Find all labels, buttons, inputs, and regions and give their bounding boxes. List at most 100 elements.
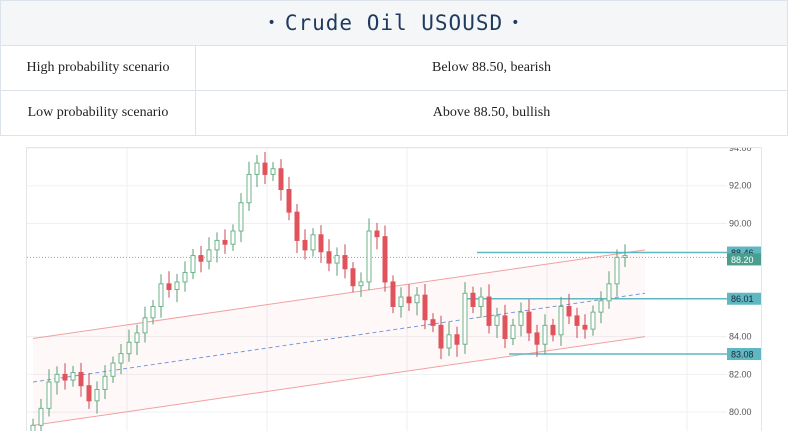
scenario-table: High probability scenario Below 88.50, b…	[0, 45, 788, 136]
candle-body	[286, 189, 292, 213]
candle-body	[142, 317, 148, 334]
candle-body	[558, 305, 564, 336]
candle-body	[54, 373, 60, 383]
candle-body	[494, 315, 500, 326]
candle-body	[150, 305, 156, 319]
candle-body	[446, 334, 452, 349]
candle-body	[86, 385, 92, 402]
candle-body	[254, 162, 260, 175]
candle-body	[526, 311, 532, 334]
level-tag	[727, 292, 761, 305]
candle-body	[390, 281, 396, 307]
candle-body	[126, 341, 132, 355]
level-tag-label: 86.01	[731, 294, 754, 304]
scenario-value: Above 88.50, bullish	[195, 90, 788, 136]
candle-body	[118, 353, 124, 364]
candle-body	[222, 239, 228, 245]
candle-body	[334, 255, 340, 264]
candle-body	[502, 315, 508, 340]
candle-body	[478, 296, 484, 307]
candle-body	[422, 294, 428, 321]
candle-body	[398, 296, 404, 307]
scenario-row-high: High probability scenario Below 88.50, b…	[0, 45, 788, 91]
candle-body	[414, 294, 420, 304]
scenario-label: High probability scenario	[0, 45, 196, 91]
candle-body	[94, 388, 100, 402]
level-tag	[727, 348, 761, 361]
candle-body	[278, 168, 284, 191]
candle-body	[542, 324, 548, 345]
candle-body	[46, 381, 52, 409]
candle-body	[238, 202, 244, 232]
candle-body	[518, 311, 524, 326]
candle-body	[70, 372, 76, 381]
candle-body	[470, 292, 476, 307]
chart-svg: 94.00 92.00 90.00 84.00 82.00 80.00 88.46 86.01…	[27, 148, 761, 431]
y-tick-label: 80.00	[729, 407, 752, 417]
candle-body	[366, 230, 372, 283]
candle-body	[190, 255, 196, 274]
channel-middle-line	[32, 292, 646, 383]
candle-body	[622, 255, 628, 258]
current-price-tag-label: 88.20	[731, 255, 754, 265]
candle-body	[606, 283, 612, 302]
y-tick-label: 94.00	[729, 148, 752, 153]
candle-body	[166, 283, 172, 290]
candle-body	[534, 332, 540, 345]
candle-body	[134, 332, 140, 343]
scenario-value: Below 88.50, bearish	[195, 45, 788, 91]
candle-body	[262, 162, 268, 175]
candle-body	[574, 315, 580, 326]
candle-body	[318, 234, 324, 253]
candle-body	[174, 281, 180, 291]
candle-body	[350, 268, 356, 287]
level-tag-label: 83.08	[731, 350, 754, 360]
candle-body	[110, 362, 116, 377]
candle-body	[198, 255, 204, 262]
title-bullet-right: •	[511, 15, 521, 31]
candle-body	[214, 239, 220, 251]
candle-body	[294, 211, 300, 241]
candle-body	[374, 230, 380, 238]
y-tick-label: 92.00	[729, 181, 752, 191]
page-title: • Crude Oil USOUSD •	[0, 0, 788, 46]
candle-body	[382, 236, 388, 283]
candle-body	[438, 324, 444, 349]
candle-body	[550, 324, 556, 336]
candle-body	[566, 305, 572, 317]
candle-body	[310, 234, 316, 251]
candle-body	[158, 283, 164, 307]
title-bullet-left: •	[267, 15, 277, 31]
level-tag-label: 88.46	[731, 248, 754, 258]
candle-body	[590, 311, 596, 330]
candle-body	[30, 424, 36, 431]
candle-body	[326, 251, 332, 264]
candle-body	[62, 373, 68, 381]
candle-body	[102, 375, 108, 390]
candle-body	[38, 407, 44, 426]
candle-body	[246, 173, 252, 204]
price-chart: 94.00 92.00 90.00 84.00 82.00 80.00 88.46 86.01…	[26, 147, 762, 431]
candle-body	[206, 249, 212, 262]
candle-body	[510, 324, 516, 340]
channel-upper-line	[32, 249, 646, 340]
candle-body	[302, 239, 308, 251]
channel-lower-line	[32, 336, 646, 426]
scenario-row-low: Low probability scenario Above 88.50, bu…	[0, 90, 788, 136]
scenario-label: Low probability scenario	[0, 90, 196, 136]
candle-body	[230, 230, 236, 245]
candle-body	[406, 296, 412, 304]
candle-body	[358, 281, 364, 287]
candle-body	[598, 300, 604, 313]
candle-body	[614, 256, 620, 285]
candle-body	[270, 168, 276, 175]
candle-body	[462, 292, 468, 345]
current-price-tag	[727, 253, 761, 266]
candle-body	[78, 372, 84, 387]
candle-body	[430, 319, 436, 326]
candle-body	[182, 272, 188, 283]
y-tick-label: 90.00	[729, 218, 752, 228]
y-tick-label: 82.00	[729, 369, 752, 379]
candle-body	[454, 334, 460, 345]
candle-body	[486, 296, 492, 326]
